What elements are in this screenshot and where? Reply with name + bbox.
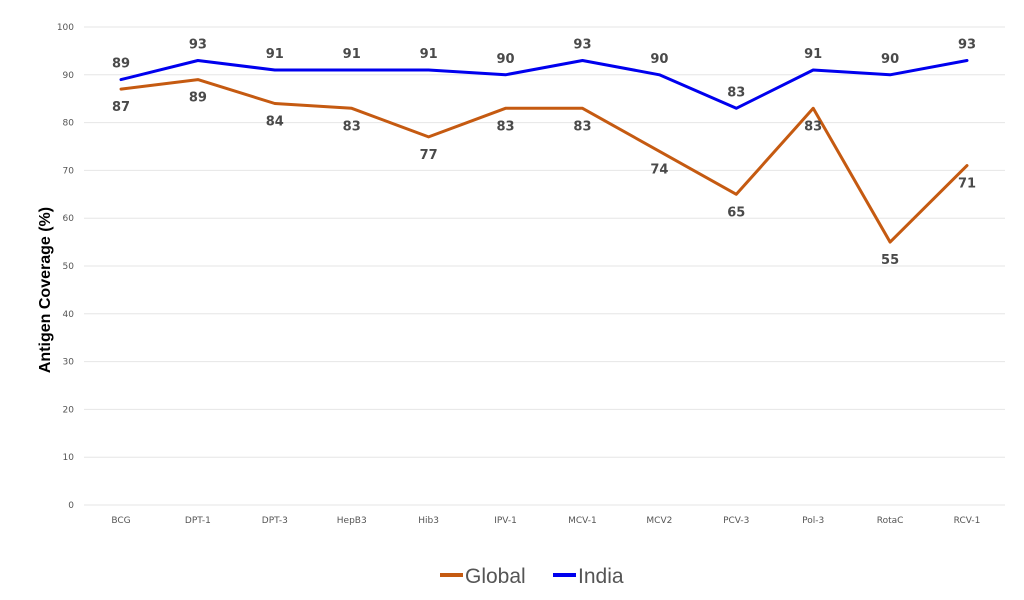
data-label-india: 90 bbox=[496, 52, 514, 67]
data-label-global: 71 bbox=[958, 177, 976, 192]
legend-item-global: Global bbox=[440, 565, 526, 588]
data-label-global: 89 bbox=[189, 91, 207, 106]
x-tick-label: IPV-1 bbox=[494, 516, 517, 526]
legend-item-india: India bbox=[553, 565, 624, 588]
y-tick-label: 70 bbox=[63, 166, 75, 176]
data-label-india: 93 bbox=[958, 37, 976, 52]
legend-label: India bbox=[578, 565, 624, 588]
data-label-global: 77 bbox=[420, 148, 438, 163]
data-label-india: 90 bbox=[881, 52, 899, 67]
data-label-global: 87 bbox=[112, 100, 130, 115]
data-label-india: 91 bbox=[266, 47, 284, 62]
x-tick-label: DPT-3 bbox=[262, 516, 288, 526]
data-labels: 87 89 84 83 77 83 83 74 65 83 55 71 89 93 91 91 91 90 93 90… bbox=[112, 37, 976, 268]
series-lines bbox=[119, 59, 969, 244]
y-axis-ticks: 0 10 20 30 40 50 60 70 80 90 100 bbox=[57, 23, 74, 511]
x-tick-label: DPT-1 bbox=[185, 516, 211, 526]
y-tick-label: 0 bbox=[68, 501, 74, 511]
x-tick-label: RCV-1 bbox=[954, 516, 981, 526]
data-label-india: 91 bbox=[420, 47, 438, 62]
series-line-global bbox=[119, 78, 969, 244]
data-label-global: 84 bbox=[266, 114, 284, 129]
data-label-india: 89 bbox=[112, 57, 130, 72]
x-tick-label: RotaC bbox=[877, 516, 904, 526]
x-tick-label: Pol-3 bbox=[802, 516, 824, 526]
data-label-india: 93 bbox=[573, 37, 591, 52]
gridlines bbox=[84, 26, 1005, 506]
series-line-india bbox=[119, 59, 969, 110]
y-tick-label: 60 bbox=[63, 214, 75, 224]
data-label-india: 91 bbox=[804, 47, 822, 62]
x-tick-label: MCV-1 bbox=[568, 516, 597, 526]
data-label-india: 93 bbox=[189, 37, 207, 52]
y-axis-label: Antigen Coverage (%) bbox=[37, 207, 54, 373]
y-tick-label: 30 bbox=[63, 358, 75, 368]
y-tick-label: 20 bbox=[63, 405, 75, 415]
x-tick-label: PCV-3 bbox=[723, 516, 749, 526]
y-tick-label: 90 bbox=[63, 71, 75, 81]
y-tick-label: 50 bbox=[63, 262, 75, 272]
data-label-india: 91 bbox=[343, 47, 361, 62]
y-tick-label: 40 bbox=[63, 310, 75, 320]
data-label-global: 83 bbox=[343, 119, 361, 134]
x-tick-label: MCV2 bbox=[646, 516, 672, 526]
data-label-india: 90 bbox=[650, 52, 668, 67]
y-tick-label: 100 bbox=[57, 23, 74, 33]
x-tick-label: BCG bbox=[111, 516, 130, 526]
y-tick-label: 10 bbox=[63, 453, 75, 463]
x-axis-ticks: BCG DPT-1 DPT-3 HepB3 Hib3 IPV-1 MCV-1 MCV2 PCV-… bbox=[111, 516, 980, 526]
data-label-global: 65 bbox=[727, 205, 745, 220]
data-label-global: 83 bbox=[573, 119, 591, 134]
legend-label: Global bbox=[465, 565, 526, 588]
data-label-global: 83 bbox=[804, 119, 822, 134]
data-label-india: 83 bbox=[727, 85, 745, 100]
data-label-global: 83 bbox=[496, 119, 514, 134]
data-label-global: 74 bbox=[650, 162, 668, 177]
x-tick-label: Hib3 bbox=[418, 516, 439, 526]
data-label-global: 55 bbox=[881, 253, 899, 268]
x-tick-label: HepB3 bbox=[337, 516, 367, 526]
legend: Global India bbox=[440, 565, 624, 588]
y-tick-label: 80 bbox=[63, 119, 75, 129]
